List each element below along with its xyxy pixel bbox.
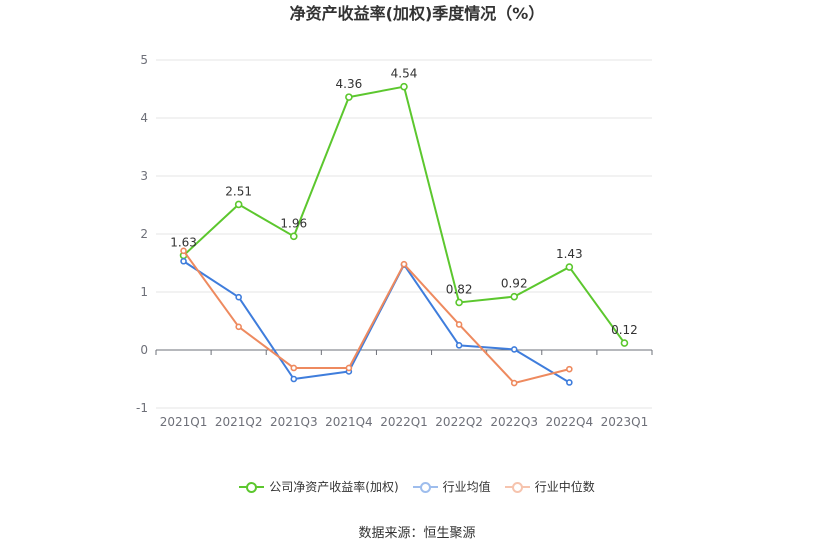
legend-item-industry-mean[interactable]: 行业均值: [412, 478, 491, 496]
series-line-industry-median: [347, 263, 405, 369]
x-tick-label: 2021Q4: [325, 415, 373, 429]
data-point-company-roe: [400, 82, 408, 91]
series-line-company-roe: [458, 295, 516, 304]
x-tick-label: 2022Q4: [546, 415, 594, 429]
series-line-industry-mean: [458, 344, 516, 351]
series-line-company-roe: [513, 266, 571, 298]
data-label: 0.12: [611, 323, 638, 337]
y-tick-label: 0: [140, 343, 148, 357]
series-line-industry-mean: [292, 370, 350, 380]
data-label: 0.92: [501, 277, 528, 291]
y-tick-label: 4: [140, 111, 148, 125]
legend-line-marker-icon: [504, 480, 530, 494]
data-point-company-roe: [510, 292, 519, 301]
legend-line-marker-icon: [239, 480, 265, 494]
data-label: 2.51: [225, 184, 252, 198]
series-line-industry-mean: [403, 263, 461, 347]
x-tick-label: 2021Q2: [215, 415, 263, 429]
series-line-industry-mean: [237, 296, 295, 380]
series-line-industry-median: [237, 325, 295, 369]
series-line-industry-mean: [182, 260, 240, 299]
data-point-industry-mean: [566, 379, 573, 386]
data-point-industry-median: [345, 364, 353, 372]
series-line-company-roe: [292, 96, 350, 238]
data-point-industry-mean: [455, 342, 463, 349]
data-point-company-roe: [345, 93, 353, 101]
series-line-company-roe: [182, 203, 240, 257]
y-tick-label: 2: [140, 227, 148, 241]
series-line-company-roe: [403, 85, 461, 304]
data-point-industry-median: [235, 323, 242, 331]
y-tick-label: 1: [140, 285, 148, 299]
series-line-company-roe: [568, 266, 626, 345]
data-label: 1.63: [170, 235, 197, 249]
data-point-industry-mean: [235, 293, 242, 301]
y-tick-label: 3: [140, 169, 148, 183]
chart-legend: 公司净资产收益率(加权) 行业均值 行业中位数: [0, 478, 834, 496]
data-point-industry-mean: [180, 257, 187, 265]
data-point-company-roe: [455, 298, 463, 307]
data-label: 1.43: [556, 247, 583, 261]
data-point-company-roe: [620, 339, 629, 347]
x-tick-label: 2021Q3: [270, 415, 318, 429]
x-tick-label: 2022Q2: [435, 415, 483, 429]
series-line-industry-median: [403, 263, 461, 326]
series-line-company-roe: [237, 203, 295, 238]
series-line-industry-median: [513, 368, 571, 385]
data-label: 4.54: [391, 67, 418, 81]
y-tick-label: 5: [140, 53, 148, 67]
data-point-industry-mean: [510, 346, 518, 353]
legend-label: 行业中位数: [534, 480, 595, 494]
chart-title: 净资产收益率(加权)季度情况（%）: [289, 4, 545, 23]
data-point-company-roe: [565, 263, 574, 271]
data-label: 0.82: [446, 282, 473, 296]
data-point-industry-median: [455, 321, 463, 328]
data-point-industry-median: [400, 260, 408, 268]
data-point-industry-mean: [290, 375, 298, 383]
data-label: 1.96: [280, 216, 307, 230]
data-label: 4.36: [336, 77, 363, 91]
data-point-industry-median: [290, 364, 298, 372]
data-source-note: 数据来源：恒生聚源: [358, 526, 476, 541]
data-point-industry-median: [510, 379, 518, 387]
legend-line-marker-icon: [412, 480, 438, 494]
series-line-industry-median: [182, 249, 240, 328]
series-line-industry-median: [458, 323, 516, 385]
line-chart: -1 0 1 2 3 4 5 2021Q1 2021Q2 2021Q3 2021Q4 2022Q1 20…: [136, 53, 653, 429]
series-line-company-roe: [347, 85, 405, 99]
series-line-industry-mean: [513, 348, 571, 384]
data-point-company-roe: [289, 232, 298, 241]
data-point-industry-median: [180, 247, 187, 255]
x-tick-label: 2022Q1: [380, 415, 428, 429]
x-tick-label: 2022Q3: [490, 415, 538, 429]
x-tick-label: 2021Q1: [160, 415, 208, 429]
legend-label: 公司净资产收益率(加权): [269, 480, 399, 494]
legend-item-industry-median[interactable]: 行业中位数: [504, 478, 595, 496]
data-point-company-roe: [234, 200, 243, 209]
legend-item-company-roe[interactable]: 公司净资产收益率(加权): [239, 478, 399, 496]
x-tick-label: 2023Q1: [601, 415, 649, 429]
y-tick-label: -1: [136, 401, 148, 415]
data-point-industry-median: [566, 365, 573, 373]
legend-label: 行业均值: [442, 480, 491, 494]
